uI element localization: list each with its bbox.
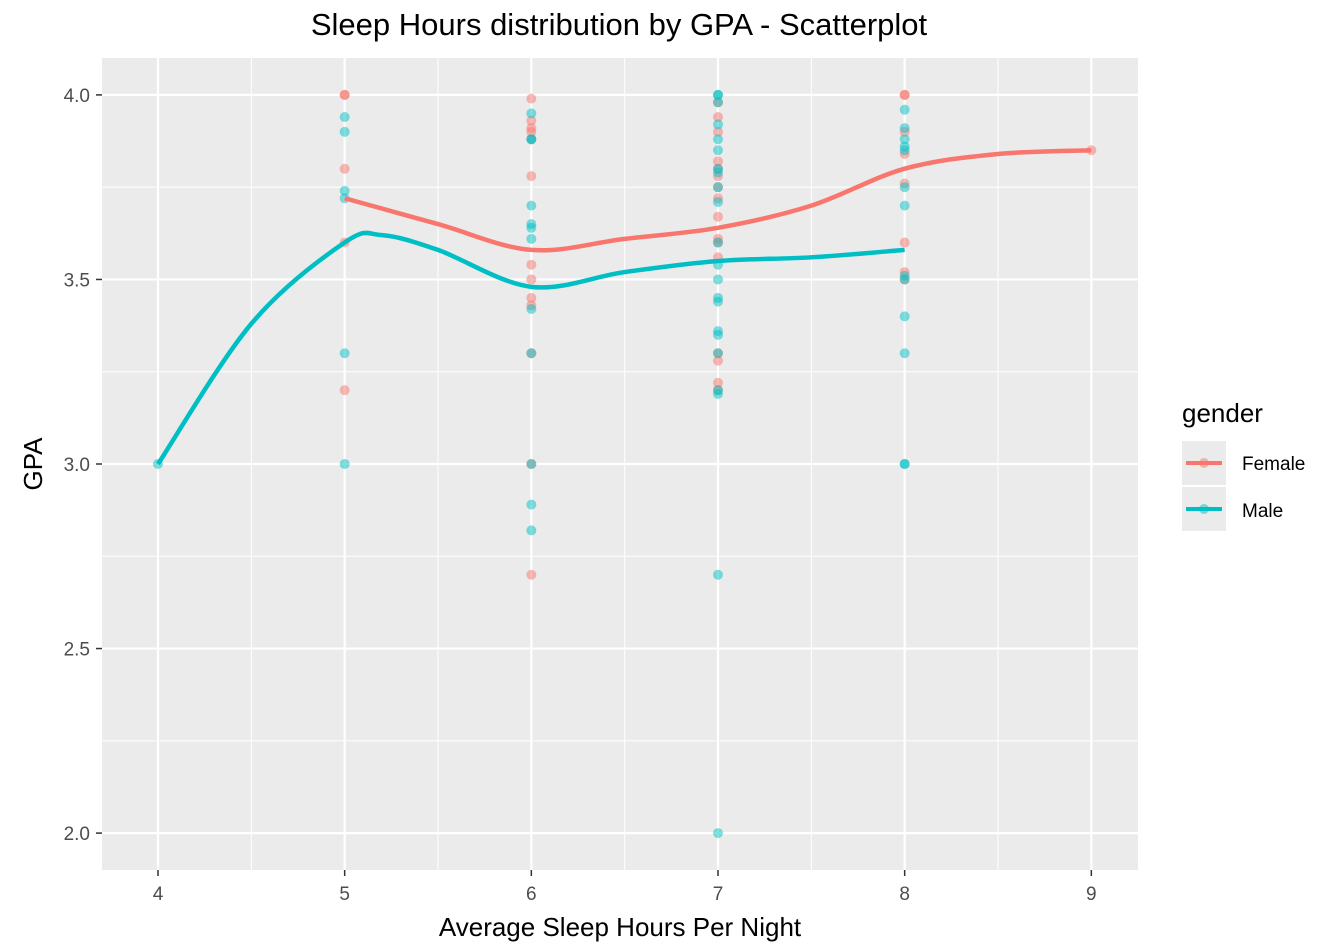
female-point xyxy=(339,89,350,100)
x-tick-label: 9 xyxy=(1086,884,1097,905)
legend-female-label: Female xyxy=(1242,454,1305,475)
male-point xyxy=(713,569,723,580)
y-axis-title: GPA xyxy=(18,437,48,491)
female-point xyxy=(713,355,723,366)
male-point xyxy=(713,134,723,145)
female-point xyxy=(899,237,910,248)
male-point xyxy=(526,233,537,244)
male-point xyxy=(713,348,723,359)
y-tick-label: 2.0 xyxy=(64,824,90,845)
male-point xyxy=(899,348,910,359)
female-point xyxy=(526,569,537,580)
female-smooth-line xyxy=(344,148,1092,253)
y-tick-label: 2.5 xyxy=(64,640,90,661)
male-point xyxy=(713,828,723,839)
male-point xyxy=(339,348,350,359)
male-point xyxy=(899,182,910,193)
male-point xyxy=(899,311,910,322)
male-point xyxy=(339,459,350,469)
female-point xyxy=(339,163,350,174)
male-point xyxy=(713,388,723,399)
male-point xyxy=(713,296,723,307)
male-point xyxy=(713,329,723,340)
male-point xyxy=(713,237,723,248)
female-point xyxy=(713,156,723,167)
male-point xyxy=(526,348,537,359)
legend-male-point xyxy=(1199,504,1209,514)
male-point xyxy=(899,274,910,285)
male-point xyxy=(713,89,723,100)
female-point xyxy=(713,112,723,123)
female-point xyxy=(899,89,910,100)
male-point xyxy=(899,200,910,211)
x-tick-label: 4 xyxy=(153,884,164,905)
male-point xyxy=(526,525,537,536)
female-point xyxy=(526,126,537,137)
female-point xyxy=(339,385,350,396)
legend-male-label: Male xyxy=(1242,501,1283,522)
y-tick-label: 3.0 xyxy=(64,455,90,476)
male-point xyxy=(899,123,910,134)
smooth-lines xyxy=(156,148,1092,466)
female-point xyxy=(526,274,537,285)
female-point xyxy=(713,377,723,388)
male-point xyxy=(899,145,910,156)
male-point xyxy=(526,108,537,119)
legend: gender Female Male xyxy=(1182,398,1305,531)
y-tick-label: 3.5 xyxy=(64,270,90,291)
male-smooth-line xyxy=(156,230,905,466)
female-point xyxy=(713,211,723,222)
male-point xyxy=(713,274,723,285)
x-axis-title: Average Sleep Hours Per Night xyxy=(439,912,802,942)
y-tick-label: 4.0 xyxy=(64,86,90,107)
male-point xyxy=(526,499,537,510)
legend-title: gender xyxy=(1182,398,1263,428)
legend-item-female: Female xyxy=(1182,441,1305,485)
male-point xyxy=(713,196,723,207)
male-point xyxy=(713,119,723,130)
male-point xyxy=(526,134,537,145)
legend-item-male: Male xyxy=(1182,487,1283,531)
female-point xyxy=(526,171,537,182)
male-point xyxy=(899,459,910,469)
chart-title: Sleep Hours distribution by GPA - Scatte… xyxy=(311,7,928,42)
x-tick-label: 5 xyxy=(339,884,350,905)
female-point xyxy=(526,292,537,303)
male-point xyxy=(339,185,350,196)
x-tick-label: 6 xyxy=(526,884,537,905)
axis-ticks: 4 5 6 7 8 9 2.0 2.5 3.0 3.5 4.0 xyxy=(64,86,1097,905)
male-point xyxy=(526,222,537,233)
male-point xyxy=(713,182,723,193)
female-point xyxy=(526,115,537,126)
male-point xyxy=(339,126,350,137)
male-point xyxy=(526,459,537,469)
female-point xyxy=(526,93,537,104)
female-point xyxy=(526,259,537,270)
female-point xyxy=(713,126,723,137)
male-point xyxy=(526,200,537,211)
male-point xyxy=(713,97,723,108)
male-point xyxy=(339,112,350,123)
male-point xyxy=(899,134,910,145)
male-point xyxy=(713,145,723,156)
male-point xyxy=(713,167,723,178)
legend-female-point xyxy=(1199,458,1209,468)
x-tick-label: 7 xyxy=(713,884,724,905)
male-point xyxy=(526,303,537,314)
male-point xyxy=(899,104,910,115)
x-tick-label: 8 xyxy=(899,884,910,905)
scatter-points xyxy=(153,89,1097,839)
